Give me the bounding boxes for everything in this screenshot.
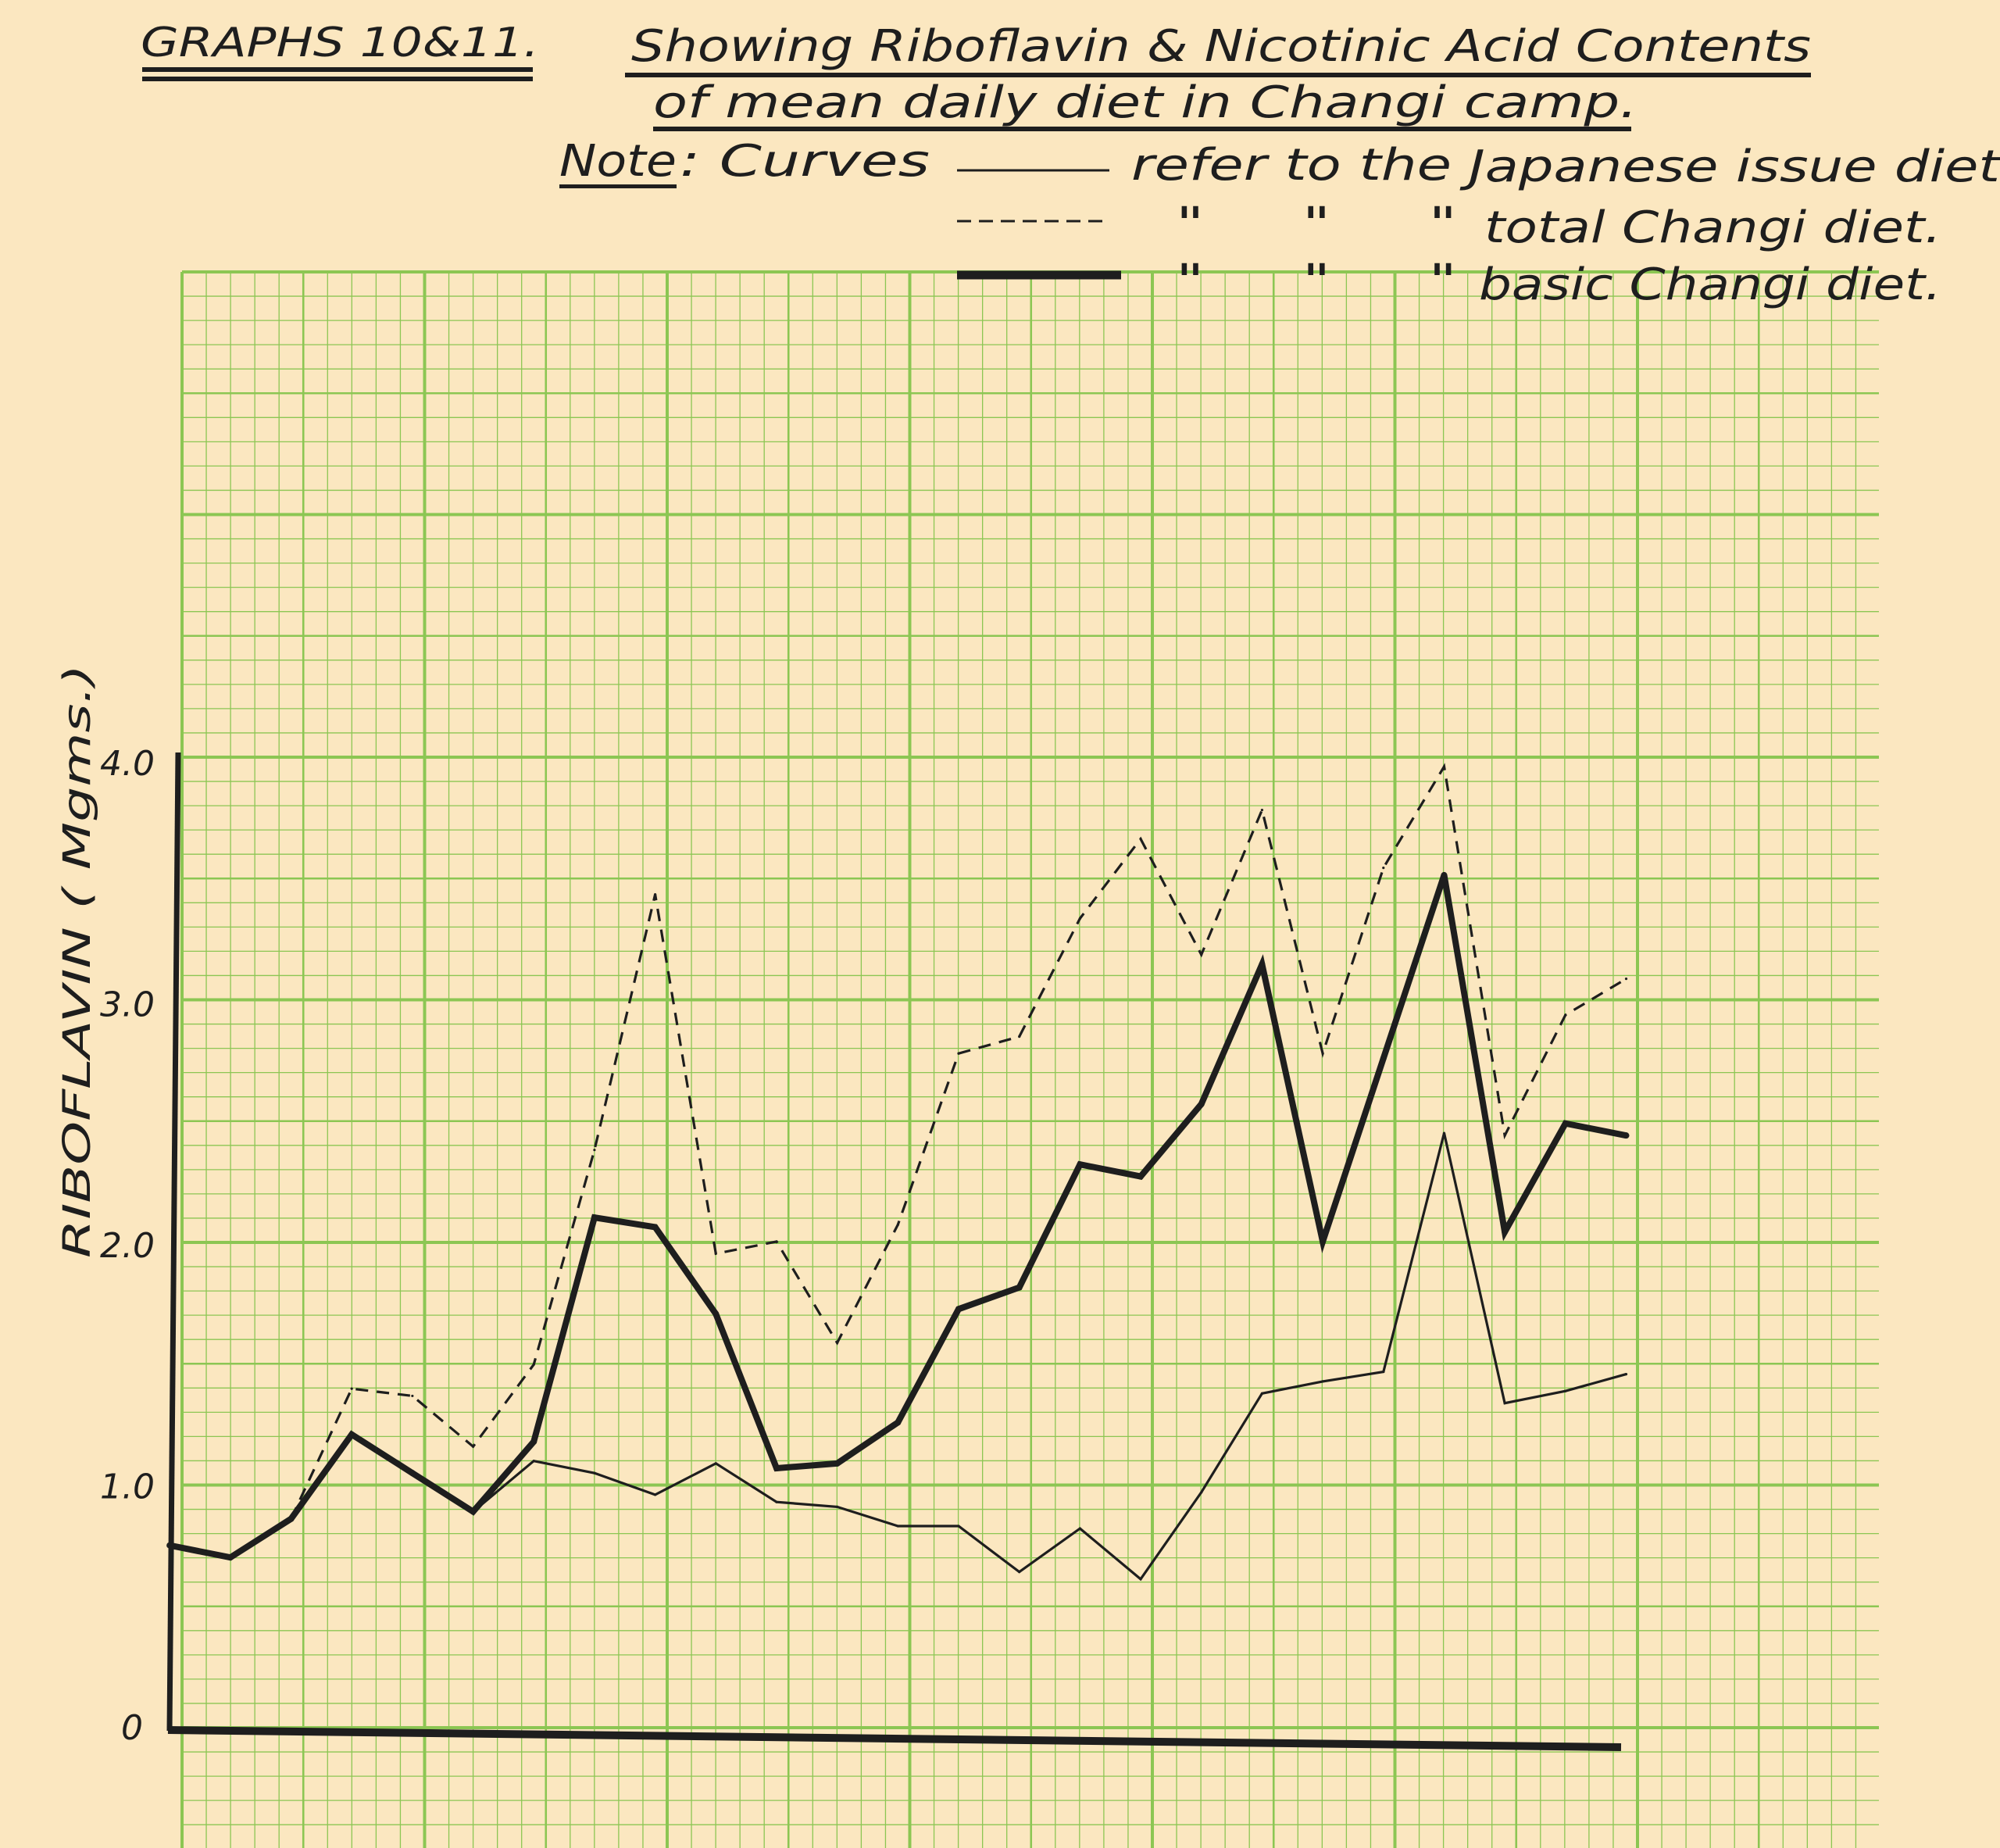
data-point bbox=[1260, 1392, 1264, 1395]
data-point bbox=[955, 1306, 962, 1313]
data-point bbox=[773, 1464, 780, 1471]
data-series bbox=[166, 763, 1630, 1582]
underline bbox=[142, 67, 533, 72]
data-point bbox=[1078, 917, 1081, 920]
data-point bbox=[1502, 1228, 1509, 1235]
data-point bbox=[532, 1363, 535, 1366]
legend: refer to the Japanese issue diet " " " t… bbox=[957, 140, 2000, 310]
y-tick-label: 2.0 bbox=[100, 1226, 155, 1266]
data-point bbox=[470, 1508, 477, 1515]
data-point bbox=[653, 1493, 657, 1496]
data-point bbox=[957, 1525, 960, 1528]
data-point bbox=[1259, 961, 1266, 968]
data-point bbox=[1078, 1527, 1081, 1530]
data-point bbox=[1562, 1120, 1569, 1127]
underline bbox=[559, 184, 677, 188]
underline bbox=[625, 73, 1811, 77]
data-point bbox=[1442, 765, 1446, 768]
data-point bbox=[834, 1460, 841, 1467]
y-tick-label: 3.0 bbox=[100, 985, 155, 1025]
data-point bbox=[775, 1500, 778, 1503]
data-point bbox=[1260, 808, 1264, 812]
data-point bbox=[1564, 1389, 1567, 1392]
data-point bbox=[1138, 1173, 1145, 1180]
data-point bbox=[1321, 1052, 1324, 1055]
data-point bbox=[1200, 953, 1203, 956]
data-point bbox=[1380, 1055, 1387, 1062]
legend-label-japanese: Japanese issue diet bbox=[1459, 141, 2000, 192]
data-point bbox=[1441, 871, 1448, 878]
y-axis-label: RIBOFLAVIN ( Mgms.) bbox=[55, 664, 99, 1258]
legend-label-basic: basic Changi diet. bbox=[1479, 259, 1941, 310]
data-point bbox=[288, 1515, 295, 1522]
data-point bbox=[836, 1505, 839, 1508]
title-line-2: of mean daily diet in Changi camp. bbox=[653, 77, 1638, 128]
data-point bbox=[1200, 1491, 1203, 1494]
data-point bbox=[166, 1542, 173, 1549]
y-tick-labels: 0 1.0 2.0 3.0 4.0 bbox=[100, 744, 155, 1748]
data-point bbox=[1198, 1101, 1205, 1108]
note-label: Note bbox=[559, 136, 677, 187]
data-point bbox=[1564, 1013, 1567, 1017]
legend-label-total: total Changi diet. bbox=[1484, 202, 1941, 253]
legend-ditto: " " " bbox=[1176, 256, 1457, 306]
data-point bbox=[1382, 867, 1385, 870]
data-point bbox=[1016, 1284, 1023, 1291]
data-point bbox=[411, 1394, 414, 1398]
data-point bbox=[348, 1431, 355, 1438]
graph-paper-grid bbox=[180, 270, 1879, 1848]
data-point bbox=[957, 1052, 960, 1055]
data-point bbox=[896, 1223, 899, 1226]
data-point bbox=[1623, 1132, 1630, 1139]
data-point bbox=[1503, 1134, 1506, 1137]
data-point bbox=[593, 1471, 596, 1474]
data-point bbox=[653, 892, 657, 896]
title-line-1: Showing Riboflavin & Nicotinic Acid Cont… bbox=[631, 21, 1811, 72]
data-point bbox=[1018, 1571, 1021, 1574]
data-point bbox=[652, 1224, 659, 1231]
data-point bbox=[593, 1149, 596, 1152]
y-axis bbox=[166, 752, 181, 1732]
graph-reference: GRAPHS 10&11. bbox=[141, 20, 539, 66]
x-axis bbox=[167, 1726, 1622, 1751]
data-point bbox=[471, 1445, 475, 1448]
data-point bbox=[409, 1470, 416, 1477]
data-point bbox=[1624, 1373, 1628, 1376]
data-point bbox=[714, 1252, 717, 1255]
data-point bbox=[712, 1310, 720, 1317]
legend-ditto: " " " bbox=[1176, 198, 1457, 249]
data-point bbox=[1018, 1035, 1021, 1038]
y-tick-label: 4.0 bbox=[100, 744, 155, 784]
y-tick-label: 0 bbox=[121, 1708, 143, 1748]
data-point bbox=[1139, 1578, 1142, 1581]
data-point bbox=[836, 1341, 839, 1345]
data-point bbox=[895, 1419, 902, 1426]
data-point bbox=[1320, 1238, 1327, 1245]
data-point bbox=[1382, 1370, 1385, 1374]
data-point bbox=[1139, 838, 1142, 841]
data-point bbox=[227, 1554, 234, 1561]
data-point bbox=[714, 1462, 717, 1465]
data-point bbox=[591, 1214, 598, 1221]
data-point bbox=[896, 1525, 899, 1528]
data-point bbox=[1321, 1380, 1324, 1383]
note-text: : Curves bbox=[680, 136, 930, 187]
y-tick-label: 1.0 bbox=[100, 1467, 155, 1507]
data-point bbox=[775, 1240, 778, 1243]
data-point bbox=[1077, 1161, 1084, 1168]
data-point bbox=[530, 1439, 538, 1446]
underline bbox=[653, 127, 1631, 131]
data-point bbox=[350, 1387, 353, 1390]
data-point bbox=[1503, 1402, 1506, 1405]
underline bbox=[142, 77, 533, 81]
data-point bbox=[1624, 977, 1628, 981]
data-point bbox=[1442, 1131, 1446, 1135]
data-point bbox=[532, 1460, 535, 1463]
legend-ditto: refer to the bbox=[1131, 140, 1452, 191]
